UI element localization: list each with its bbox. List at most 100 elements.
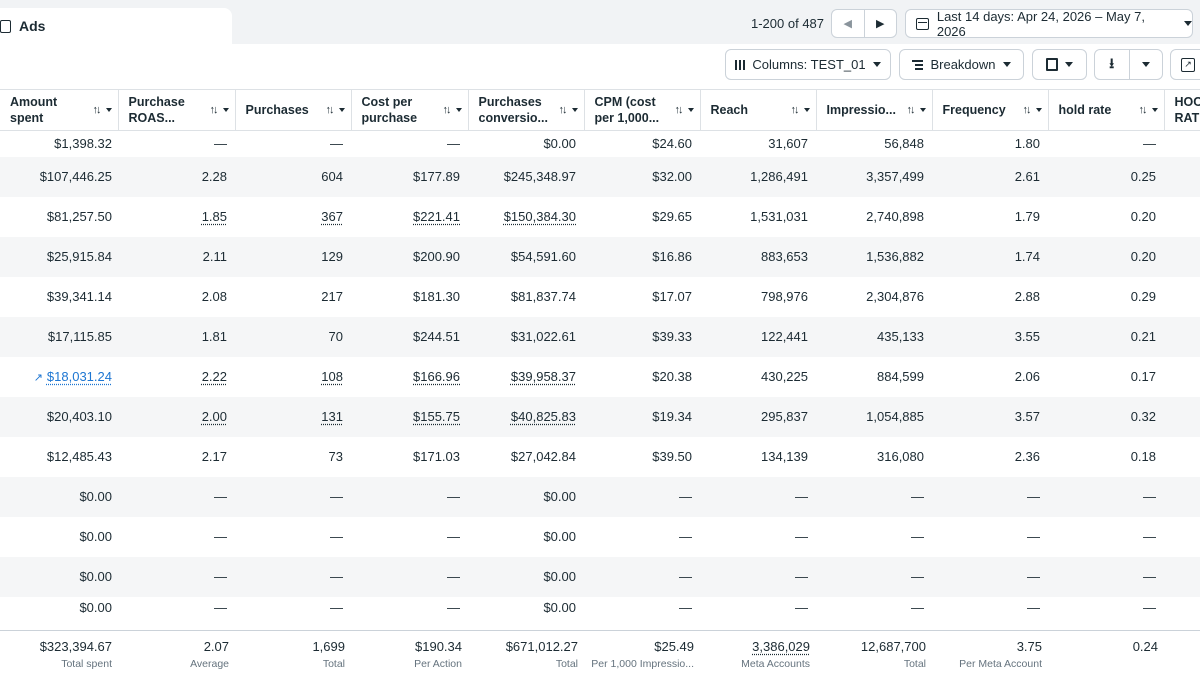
column-header[interactable]: Purchase ROAS... ↑↓ <box>117 89 235 131</box>
column-header[interactable]: Purchases ↑↓ <box>234 89 351 131</box>
table-cell: — <box>816 556 932 597</box>
table-cell: — <box>700 556 816 597</box>
column-menu-chevron-icon[interactable] <box>455 108 462 112</box>
column-header[interactable]: Impressio... ↑↓ <box>815 89 932 131</box>
sort-icon[interactable]: ↑↓ <box>906 104 916 116</box>
sort-icon[interactable]: ↑↓ <box>790 104 800 116</box>
table-row[interactable]: ↗ $18,031.24 2.22 108 $166.96 $39,958.37 $20.3… <box>0 357 1200 397</box>
table-row[interactable]: $25,915.84 2.11 129 $200.90 $54,591.60 $16.86… <box>0 236 1200 277</box>
column-header-controls: ↑↓ <box>1139 102 1158 118</box>
column-menu-chevron-icon[interactable] <box>919 108 926 112</box>
export-menu-button[interactable] <box>1128 50 1163 79</box>
table-row[interactable]: $20,403.10 2.00 131 $155.75 $40,825.83 $19.34… <box>0 396 1200 437</box>
column-header[interactable]: Reach ↑↓ <box>699 89 816 131</box>
reports-button[interactable] <box>1032 49 1087 80</box>
table-row[interactable]: $107,446.25 2.28 604 $177.89 $245,348.97 $32.… <box>0 156 1200 197</box>
column-menu-chevron-icon[interactable] <box>571 108 578 112</box>
table-row[interactable]: $17,115.85 1.81 70 $244.51 $31,022.61 $39.33 1… <box>0 316 1200 357</box>
next-page-button[interactable]: ▶ <box>863 10 897 37</box>
column-header[interactable]: hold rate ↑↓ <box>1047 89 1164 131</box>
cell-value: — <box>911 569 924 584</box>
sort-icon[interactable]: ↑↓ <box>674 104 684 116</box>
column-menu-chevron-icon[interactable] <box>1151 108 1158 112</box>
sort-icon[interactable]: ↑↓ <box>558 104 568 116</box>
ads-tab[interactable]: Ads <box>0 8 232 44</box>
table-cell: $81,257.50 <box>0 197 118 237</box>
table-row[interactable]: $0.00 — — — $0.00 — — — — — <box>0 476 1200 517</box>
table-cell: $107,446.25 <box>0 156 118 197</box>
cell-value[interactable]: $18,031.24 <box>46 369 112 384</box>
column-header[interactable]: Cost per purchase ↑↓ <box>350 89 468 131</box>
column-menu-chevron-icon[interactable] <box>687 108 694 112</box>
summary-cell: 12,687,700 Total <box>816 631 926 676</box>
cell-value: — <box>214 136 227 151</box>
column-menu-chevron-icon[interactable] <box>222 108 229 112</box>
table-cell: $29.65 <box>584 197 700 237</box>
cell-value: — <box>447 599 460 615</box>
column-menu-chevron-icon[interactable] <box>1035 108 1042 112</box>
table-cell: — <box>351 597 468 615</box>
cell-value: 0.20 <box>1130 209 1156 224</box>
breakdown-button-label: Breakdown <box>930 57 996 72</box>
summary-cell: 1,699 Total <box>235 631 345 676</box>
download-icon[interactable]: ⭳ <box>1109 54 1115 71</box>
cell-value: — <box>214 569 227 584</box>
column-header[interactable]: CPM (cost per 1,000... ↑↓ <box>583 89 700 131</box>
cell-value: 3,357,499 <box>866 169 924 184</box>
columns-button[interactable]: Columns: TEST_01 <box>725 49 891 80</box>
table-row[interactable]: $0.00 — — — $0.00 — — — — — <box>0 597 1200 615</box>
table-cell: $0.00 <box>0 597 118 615</box>
column-header[interactable]: Amount spent ↑↓ <box>0 89 118 131</box>
cell-value: $39.50 <box>652 449 692 464</box>
cell-value: 2.08 <box>201 289 227 304</box>
cell-value: — <box>214 529 227 544</box>
table-cell <box>1164 236 1200 277</box>
date-range-picker[interactable]: Last 14 days: Apr 24, 2026 – May 7, 2026 <box>905 9 1193 39</box>
cell-value: 2.61 <box>1014 169 1040 184</box>
summary-cell: $323,394.67 Total spent <box>0 631 112 676</box>
table-cell: — <box>118 131 235 157</box>
table-row[interactable]: $0.00 — — — $0.00 — — — — — <box>0 517 1200 557</box>
sort-icon[interactable]: ↑↓ <box>442 104 452 116</box>
table-cell: $150,384.30 <box>468 197 584 237</box>
sort-icon[interactable]: ↑↓ <box>92 104 102 116</box>
cell-value: — <box>795 489 808 504</box>
cell-value: 798,976 <box>761 289 808 304</box>
chevron-left-icon: ◀ <box>843 18 852 30</box>
cell-value: 2.28 <box>201 169 227 184</box>
column-header[interactable]: Purchases conversio... ↑↓ <box>467 89 584 131</box>
sort-icon[interactable]: ↑↓ <box>1022 104 1032 116</box>
column-menu-chevron-icon[interactable] <box>105 108 112 112</box>
columns-button-label: Columns: TEST_01 <box>752 57 866 72</box>
column-menu-chevron-icon[interactable] <box>803 108 810 112</box>
table-cell: — <box>235 517 351 557</box>
chevron-down-icon <box>872 62 881 67</box>
cell-value: 2.88 <box>1014 289 1040 304</box>
sort-icon[interactable]: ↑↓ <box>209 104 219 116</box>
breakdown-button[interactable]: Breakdown <box>899 49 1024 80</box>
table-cell: $1,398.32 <box>0 131 118 157</box>
cell-value: — <box>1027 489 1040 504</box>
table-row[interactable]: $39,341.14 2.08 217 $181.30 $81,837.74 $17.07… <box>0 277 1200 317</box>
table-cell: 129 <box>235 236 351 277</box>
summary-label: Per Action <box>414 658 462 670</box>
previous-page-button[interactable]: ◀ <box>832 10 864 37</box>
cell-value: $25,915.84 <box>46 249 112 264</box>
cell-value: $166.96 <box>413 369 460 384</box>
trend-icon: ↗ <box>33 372 43 384</box>
sort-icon[interactable]: ↑↓ <box>325 104 335 116</box>
sort-icon[interactable]: ↑↓ <box>1138 104 1148 116</box>
cell-value: 2,740,898 <box>866 209 924 224</box>
line-chart-icon: ↗ <box>1181 57 1195 72</box>
column-header[interactable]: Frequency ↑↓ <box>931 89 1048 131</box>
table-row[interactable]: $81,257.50 1.85 367 $221.41 $150,384.30 $29.6… <box>0 197 1200 237</box>
table-row[interactable]: $0.00 — — — $0.00 — — — — — <box>0 556 1200 597</box>
column-menu-chevron-icon[interactable] <box>338 108 345 112</box>
cell-value: 1,536,882 <box>866 249 924 264</box>
charts-button[interactable]: ↗ <box>1170 49 1200 80</box>
table-row[interactable]: $1,398.32 — — — $0.00 $24.60 31,607 56,848 1.80 — <box>0 131 1200 157</box>
column-header[interactable]: HOORATE <box>1163 89 1200 131</box>
table-cell: — <box>700 597 816 615</box>
table-row[interactable]: $12,485.43 2.17 73 $171.03 $27,042.84 $39.50 1… <box>0 437 1200 477</box>
cell-value: $200.90 <box>413 249 460 264</box>
